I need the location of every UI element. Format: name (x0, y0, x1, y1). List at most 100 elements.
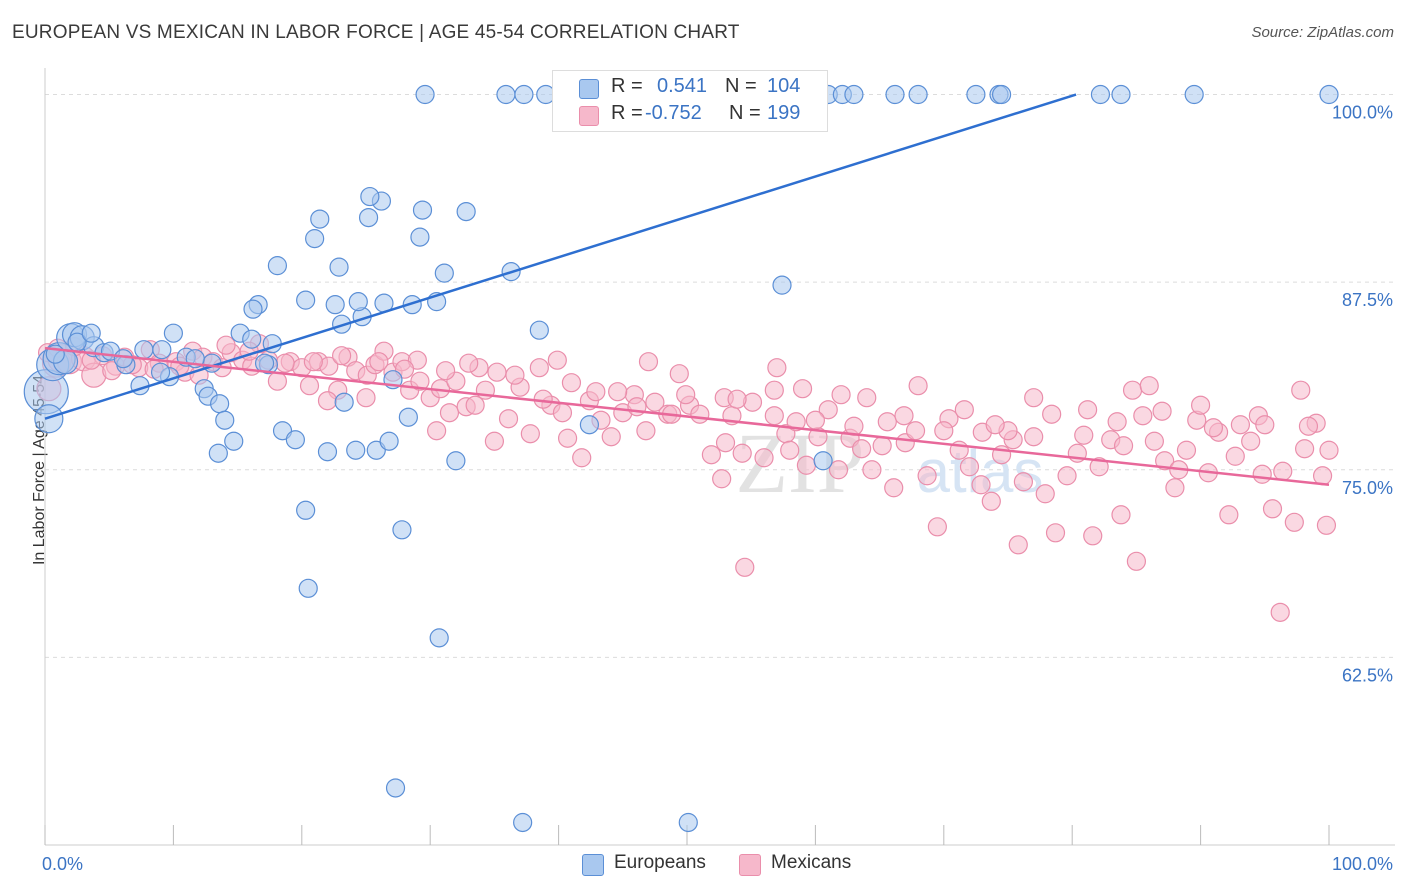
mexicans-r-value: -0.752 (645, 102, 702, 124)
mexicans-point (520, 424, 540, 444)
mexicans-point (439, 403, 460, 423)
x-tick-label-end: 100.0% (1332, 854, 1393, 874)
europeans-point (429, 628, 449, 648)
mexicans-point (1203, 418, 1224, 438)
europeans-point (434, 263, 454, 283)
mexicans-point (712, 469, 732, 489)
europeans-point (1319, 84, 1339, 105)
mexicans-point (764, 380, 784, 400)
mexicans-point (317, 391, 338, 411)
mexicans-point (715, 433, 736, 453)
europeans-point (346, 440, 366, 460)
mexicans-point (608, 382, 628, 402)
mexicans-point (303, 352, 323, 372)
mexicans-point (1291, 380, 1311, 400)
mexicans-point (862, 460, 882, 480)
mexicans-point (572, 448, 592, 468)
y-tick-label: 100.0% (1332, 103, 1393, 123)
mexicans-point (1155, 451, 1175, 471)
axes (44, 68, 1395, 846)
europeans-legend-label: Europeans (614, 852, 706, 873)
mexicans-point (1165, 478, 1185, 498)
mexicans-point (1262, 499, 1283, 519)
mexicans-point (780, 440, 800, 460)
europeans-point (991, 84, 1012, 105)
mexicans-trend-line (44, 346, 1330, 487)
mexicans-point (792, 379, 813, 399)
mexicans-point (764, 406, 784, 426)
europeans-point (496, 84, 516, 105)
mexicans-swatch (579, 106, 599, 126)
mexicans-point (267, 371, 288, 391)
mexicans-point (1190, 395, 1211, 415)
mexicans-point (877, 412, 897, 432)
europeans-point (379, 431, 399, 451)
europeans-n-value: 104 (767, 75, 801, 97)
mexicans-point (805, 410, 826, 430)
europeans-point (358, 207, 379, 228)
mexicans-point (727, 389, 747, 409)
mexicans-point (786, 412, 806, 432)
mexicans-point (529, 358, 549, 378)
mexicans-point (917, 466, 937, 486)
mexicans-points (36, 334, 1339, 622)
mexicans-point (872, 436, 892, 456)
correlation-legend: R = 0.541 N = 104 R = -0.752 N = 199 (552, 70, 828, 132)
mexicans-point (1255, 415, 1275, 435)
mexicans-point (505, 365, 525, 385)
mexicans-point (754, 448, 774, 468)
europeans-point (325, 295, 345, 315)
mexicans-point (369, 352, 389, 372)
mexicans-point (1273, 461, 1293, 481)
europeans-point (150, 362, 171, 382)
mexicans-point (927, 517, 947, 537)
mexicans-point (701, 445, 721, 465)
europeans-point (772, 275, 792, 295)
mexicans-point (601, 427, 621, 447)
y-tick-label: 75.0% (1342, 478, 1393, 498)
mexicans-point (735, 557, 755, 577)
source-credit: Source: ZipAtlas.com (1251, 24, 1394, 41)
legend-n-label: N = (729, 102, 761, 124)
europeans-point (412, 200, 433, 220)
mexicans-point (767, 358, 787, 378)
mexicans-point (1126, 551, 1147, 571)
legend-r-label: R = (611, 102, 643, 124)
mexicans-point (586, 382, 606, 402)
mexicans-point (818, 400, 838, 420)
mexicans-point (487, 362, 507, 382)
europeans-point (1111, 84, 1131, 105)
mexicans-point (427, 421, 447, 441)
mexicans-point (690, 404, 710, 424)
mexicans-point (954, 400, 974, 420)
mexicans-point (356, 388, 376, 408)
mexicans-point (1042, 404, 1062, 424)
mexicans-point (275, 353, 295, 373)
mexicans-point (552, 403, 573, 423)
trend-lines (44, 93, 1330, 487)
legend-n-label: N = (725, 75, 757, 97)
mexicans-point (1024, 388, 1044, 408)
europeans-point (966, 84, 986, 105)
mexicans-legend-label: Mexicans (771, 852, 852, 873)
mexicans-point (981, 491, 1001, 511)
mexicans-point (1225, 446, 1245, 466)
mexicans-point (1057, 466, 1077, 486)
europeans-point (529, 320, 549, 340)
europeans-point (1184, 84, 1204, 105)
mexicans-point (676, 385, 696, 405)
mexicans-point (884, 478, 904, 498)
mexicans-point (216, 335, 236, 355)
mexicans-point (332, 346, 352, 366)
x-tick-label-start: 0.0% (42, 854, 83, 874)
mexicans-point (857, 388, 877, 408)
europeans-point (456, 201, 476, 222)
europeans-swatch (579, 79, 599, 99)
mexicans-point (959, 457, 980, 477)
mexicans-point (1111, 505, 1131, 525)
mexicans-point (1139, 376, 1159, 396)
europeans-point (813, 451, 833, 471)
europeans-point (285, 430, 305, 450)
europeans-point (298, 578, 318, 598)
